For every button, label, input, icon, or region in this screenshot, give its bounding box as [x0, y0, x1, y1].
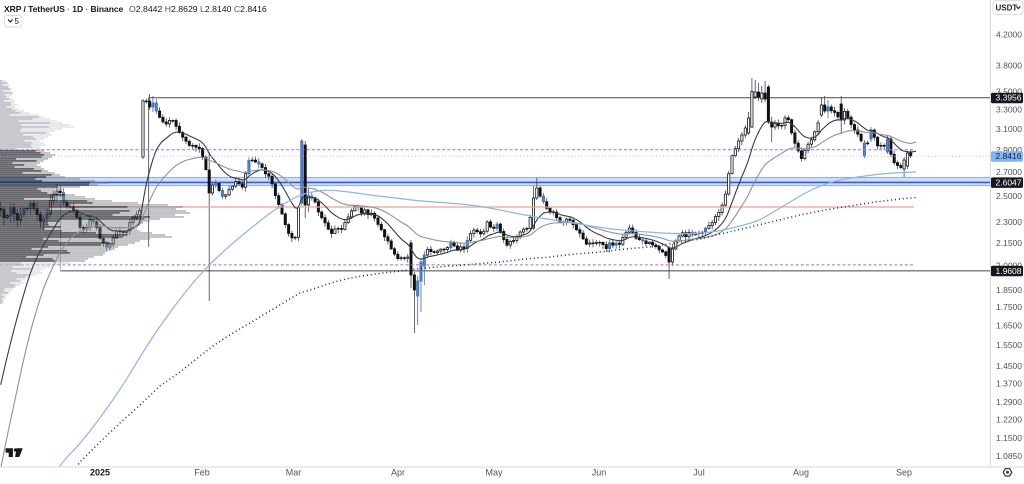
svg-text:1.2200: 1.2200 [996, 415, 1022, 425]
svg-text:Sep: Sep [896, 468, 912, 478]
svg-text:Apr: Apr [391, 468, 405, 478]
svg-text:1.3700: 1.3700 [996, 378, 1022, 388]
svg-text:2.1500: 2.1500 [996, 238, 1022, 248]
svg-text:4.2000: 4.2000 [996, 30, 1022, 40]
svg-text:1.5500: 1.5500 [996, 340, 1022, 350]
svg-text:2.7000: 2.7000 [996, 167, 1022, 177]
svg-text:1.9608: 1.9608 [996, 266, 1022, 276]
svg-text:2.8416: 2.8416 [996, 151, 1022, 161]
svg-text:Aug: Aug [793, 468, 809, 478]
svg-text:3.3956: 3.3956 [996, 93, 1022, 103]
svg-text:1.7500: 1.7500 [996, 302, 1022, 312]
svg-text:USDT: USDT [996, 4, 1018, 13]
svg-text:1.0850: 1.0850 [996, 451, 1022, 461]
svg-text:2025: 2025 [90, 468, 110, 478]
svg-text:Jul: Jul [693, 468, 705, 478]
svg-text:Mar: Mar [286, 468, 302, 478]
svg-text:XRP / TetherUS · 1D · Binance: XRP / TetherUS · 1D · Binance [4, 4, 124, 14]
svg-text:1.1500: 1.1500 [996, 433, 1022, 443]
svg-text:1.6500: 1.6500 [996, 321, 1022, 331]
svg-text:1.2900: 1.2900 [996, 397, 1022, 407]
svg-text:2.6047: 2.6047 [996, 177, 1022, 187]
svg-text:3.1000: 3.1000 [996, 124, 1022, 134]
svg-text:O2.8442 H2.8629 L2.8140 C2.841: O2.8442 H2.8629 L2.8140 C2.8416 [129, 4, 267, 14]
svg-text:2.5000: 2.5000 [996, 191, 1022, 201]
svg-text:5: 5 [15, 17, 20, 26]
svg-text:2.3000: 2.3000 [996, 217, 1022, 227]
svg-text:1.8500: 1.8500 [996, 285, 1022, 295]
svg-text:1.4500: 1.4500 [996, 361, 1022, 371]
svg-text:Feb: Feb [194, 468, 210, 478]
svg-text:3.3000: 3.3000 [996, 105, 1022, 115]
svg-text:Jun: Jun [592, 468, 607, 478]
svg-text:3.8000: 3.8000 [996, 61, 1022, 71]
svg-text:May: May [485, 468, 503, 478]
